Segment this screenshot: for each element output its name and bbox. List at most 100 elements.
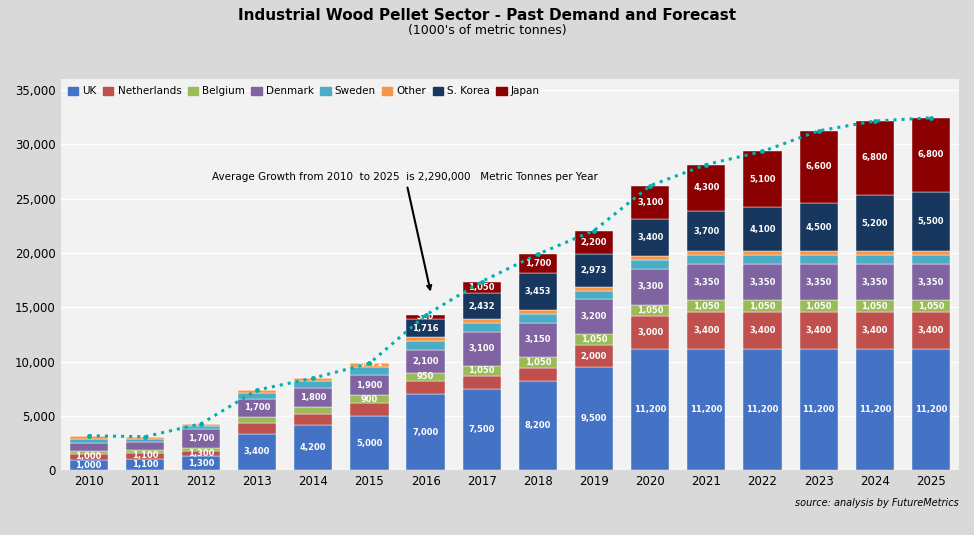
Bar: [238, 399, 277, 417]
Bar: [856, 300, 894, 312]
Bar: [688, 211, 726, 251]
Bar: [743, 207, 781, 251]
Text: 11,200: 11,200: [803, 405, 835, 414]
Bar: [575, 291, 613, 299]
Bar: [126, 437, 164, 439]
Text: 1,700: 1,700: [188, 434, 214, 443]
Text: 1,000: 1,000: [76, 461, 102, 470]
Bar: [238, 423, 277, 433]
Bar: [126, 439, 164, 442]
Bar: [351, 375, 389, 395]
Bar: [69, 451, 108, 454]
Bar: [800, 251, 838, 255]
Bar: [631, 219, 669, 256]
Bar: [463, 323, 501, 332]
Bar: [69, 435, 108, 439]
Bar: [406, 394, 445, 470]
Text: 3,400: 3,400: [862, 326, 888, 335]
Bar: [463, 293, 501, 319]
Bar: [519, 314, 557, 323]
Text: 2,973: 2,973: [581, 266, 607, 275]
Bar: [912, 251, 950, 255]
Bar: [912, 349, 950, 470]
Text: 320: 320: [417, 312, 434, 322]
Text: 11,200: 11,200: [691, 405, 723, 414]
Bar: [688, 255, 726, 264]
Bar: [856, 121, 894, 195]
Text: 11,200: 11,200: [634, 405, 666, 414]
Bar: [800, 300, 838, 312]
Text: 3,400: 3,400: [693, 326, 720, 335]
Bar: [69, 460, 108, 470]
Bar: [856, 195, 894, 251]
Bar: [406, 350, 445, 373]
Bar: [743, 151, 781, 207]
Bar: [743, 255, 781, 264]
Bar: [743, 264, 781, 300]
Text: 2,432: 2,432: [468, 302, 495, 311]
Text: 4,500: 4,500: [805, 223, 832, 232]
Text: Industrial Wood Pellet Sector - Past Demand and Forecast: Industrial Wood Pellet Sector - Past Dem…: [238, 8, 736, 23]
Text: 3,400: 3,400: [244, 447, 271, 456]
Text: Average Growth from 2010  to 2025  is 2,290,000   Metric Tonnes per Year: Average Growth from 2010 to 2025 is 2,29…: [212, 172, 598, 289]
Text: 950: 950: [417, 372, 434, 381]
Text: 3,300: 3,300: [637, 282, 663, 291]
Text: 8,200: 8,200: [525, 422, 551, 430]
Bar: [856, 349, 894, 470]
Bar: [463, 365, 501, 376]
Bar: [856, 264, 894, 300]
Text: 3,200: 3,200: [581, 312, 607, 321]
Bar: [912, 312, 950, 349]
Text: 1,100: 1,100: [131, 460, 158, 469]
Bar: [126, 458, 164, 470]
Legend: UK, Netherlands, Belgium, Denmark, Sweden, Other, S. Korea, Japan: UK, Netherlands, Belgium, Denmark, Swede…: [66, 85, 542, 98]
Bar: [743, 312, 781, 349]
Text: source: analysis by FutureMetrics: source: analysis by FutureMetrics: [795, 498, 959, 508]
Bar: [631, 305, 669, 316]
Bar: [463, 281, 501, 293]
Bar: [575, 299, 613, 334]
Bar: [238, 393, 277, 399]
Text: 5,000: 5,000: [356, 439, 383, 448]
Text: 4,300: 4,300: [693, 184, 720, 193]
Bar: [688, 251, 726, 255]
Text: 1,050: 1,050: [918, 302, 944, 311]
Text: 1,050: 1,050: [805, 302, 832, 311]
Text: 7,500: 7,500: [468, 425, 495, 434]
Bar: [406, 315, 445, 319]
Text: 3,400: 3,400: [749, 326, 775, 335]
Bar: [856, 251, 894, 255]
Bar: [688, 300, 726, 312]
Text: 6,600: 6,600: [805, 162, 832, 171]
Bar: [126, 450, 164, 453]
Bar: [800, 264, 838, 300]
Text: 3,100: 3,100: [637, 198, 663, 207]
Bar: [182, 429, 220, 448]
Bar: [519, 381, 557, 470]
Bar: [688, 165, 726, 211]
Text: 1,900: 1,900: [356, 380, 383, 389]
Bar: [800, 349, 838, 470]
Text: 1,700: 1,700: [244, 403, 271, 412]
Bar: [351, 395, 389, 403]
Text: 3,150: 3,150: [525, 335, 551, 344]
Bar: [126, 442, 164, 450]
Text: 5,100: 5,100: [749, 175, 775, 184]
Bar: [351, 416, 389, 470]
Bar: [406, 338, 445, 341]
Bar: [800, 131, 838, 203]
Text: 3,350: 3,350: [918, 278, 944, 287]
Text: 1,050: 1,050: [749, 302, 775, 311]
Bar: [800, 255, 838, 264]
Text: 1,050: 1,050: [693, 302, 720, 311]
Text: 11,200: 11,200: [859, 405, 891, 414]
Bar: [856, 255, 894, 264]
Bar: [631, 256, 669, 260]
Text: 11,200: 11,200: [746, 405, 778, 414]
Bar: [631, 316, 669, 349]
Bar: [688, 264, 726, 300]
Bar: [856, 312, 894, 349]
Bar: [294, 378, 332, 381]
Text: 900: 900: [360, 395, 378, 404]
Text: 2,000: 2,000: [581, 352, 607, 361]
